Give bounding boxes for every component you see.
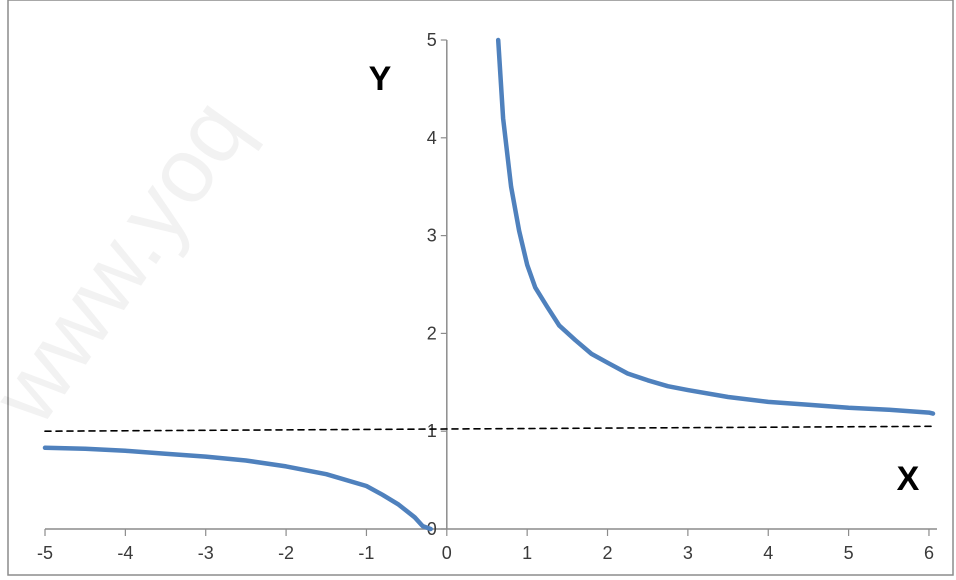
x-tick-label: 4 bbox=[763, 543, 773, 563]
x-tick-label: -1 bbox=[358, 543, 374, 563]
x-tick-label: 0 bbox=[442, 543, 452, 563]
x-axis-label: X bbox=[897, 460, 920, 498]
x-tick-label: -3 bbox=[198, 543, 214, 563]
x-tick-label: -4 bbox=[117, 543, 133, 563]
curve-branch-1 bbox=[42, 445, 433, 532]
x-tick-label: 5 bbox=[844, 543, 854, 563]
x-tick-label: -5 bbox=[37, 543, 53, 563]
x-tick-label: -2 bbox=[278, 543, 294, 563]
y-tick-label: 4 bbox=[427, 128, 437, 148]
x-tick-label: 3 bbox=[683, 543, 693, 563]
x-tick-label: 2 bbox=[603, 543, 613, 563]
y-tick-label: 1 bbox=[427, 421, 437, 441]
y-tick-label: 2 bbox=[427, 323, 437, 343]
y-axis-label: Y bbox=[369, 60, 392, 98]
chart-border bbox=[7, 0, 954, 576]
curve-branch-2 bbox=[495, 37, 936, 416]
y-tick-label: 3 bbox=[427, 226, 437, 246]
y-tick-label: 5 bbox=[427, 30, 437, 50]
asymptote-line bbox=[44, 425, 934, 433]
x-tick-label: 1 bbox=[522, 543, 532, 563]
x-tick-label: 6 bbox=[924, 543, 934, 563]
